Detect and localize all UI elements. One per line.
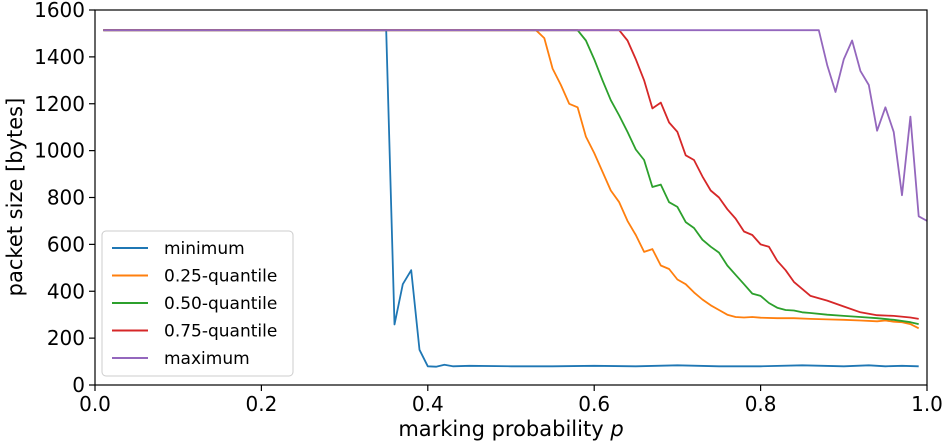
series-line-0-75-quantile: [103, 29, 919, 320]
x-tick-label: 0.6: [578, 392, 610, 416]
y-tick-label: 1400: [34, 45, 85, 69]
y-tick-label: 1200: [34, 92, 85, 116]
series-lines: [103, 29, 928, 368]
y-tick-label: 800: [47, 186, 85, 210]
y-tick-label: 400: [47, 279, 85, 303]
series-line-0-50-quantile: [103, 29, 919, 325]
y-tick-label: 1600: [34, 0, 85, 22]
x-axis-label: marking probability p: [398, 417, 623, 441]
x-tick-label: 0.4: [412, 392, 444, 416]
y-tick-label: 0: [72, 373, 85, 397]
y-axis-label: packet size [bytes]: [3, 98, 27, 297]
x-axis-ticks: 0.0 0.2 0.4 0.6 0.8 1.0: [79, 385, 943, 416]
legend-label-maximum: maximum: [164, 349, 250, 369]
y-tick-label: 600: [47, 232, 85, 256]
series-line-maximum: [103, 29, 928, 222]
legend-label-0-75-quantile: 0.75-quantile: [164, 322, 277, 342]
legend-box: [101, 230, 294, 377]
legend-label-minimum: minimum: [164, 239, 245, 259]
y-tick-label: 1000: [34, 139, 85, 163]
legend-label-0-25-quantile: 0.25-quantile: [164, 267, 277, 287]
series-line-minimum: [103, 29, 919, 368]
y-axis-ticks: 0 200 400 600 800 1000 1200 1400 1600: [34, 0, 95, 397]
x-tick-label: 0.2: [245, 392, 277, 416]
series-line-0-25-quantile: [103, 29, 920, 330]
y-tick-label: 200: [47, 326, 85, 350]
x-tick-label: 0.8: [745, 392, 777, 416]
legend: minimum 0.25-quantile 0.50-quantile 0.75-qu…: [101, 230, 294, 377]
legend-label-0-50-quantile: 0.50-quantile: [164, 294, 277, 314]
x-tick-label: 0.0: [79, 392, 111, 416]
x-tick-label: 1.0: [911, 392, 943, 416]
